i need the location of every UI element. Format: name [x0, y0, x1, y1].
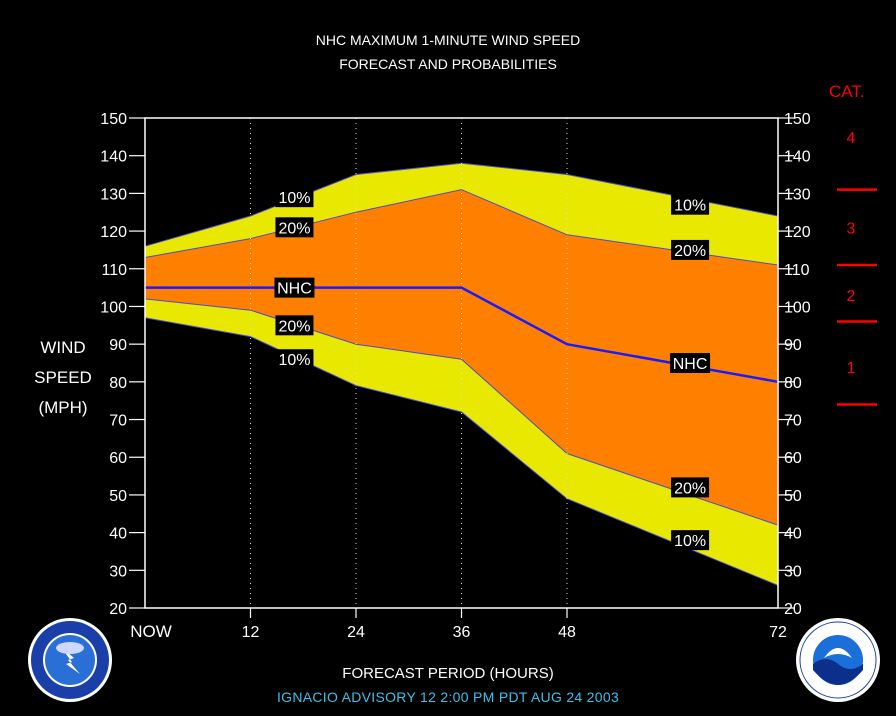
left-tick-label-110: 110: [101, 262, 127, 279]
y-axis-label-line2: SPEED: [34, 368, 92, 387]
x-axis-label: FORECAST PERIOD (HOURS): [342, 665, 554, 682]
annotation-box-3: [275, 315, 314, 336]
left-tick-label-70: 70: [109, 413, 127, 430]
annotation-box-9: [671, 530, 710, 551]
inner-probability-band: [145, 189, 778, 526]
annotation-box-4: [275, 349, 314, 370]
annotation-label-1: 20%: [278, 220, 310, 237]
right-tick-label-130: 130: [784, 186, 811, 203]
annotation-box-8: [671, 477, 710, 498]
annotation-label-6: 20%: [674, 243, 706, 260]
left-tick-label-150: 150: [100, 111, 127, 128]
x-tick-label-NOW: NOW: [130, 622, 172, 641]
left-tick-label-90: 90: [109, 337, 127, 354]
x-tick-label-36: 36: [453, 624, 471, 641]
right-tick-label-30: 30: [784, 563, 802, 580]
category-header: CAT.: [829, 82, 865, 101]
annotation-box-2: [274, 277, 315, 298]
left-tick-label-140: 140: [100, 149, 127, 166]
annotation-label-4: 10%: [278, 352, 310, 369]
left-tick-label-60: 60: [109, 450, 127, 467]
annotation-label-3: 20%: [278, 318, 310, 335]
nws-logo-icon: [28, 618, 112, 702]
category-label-4: 4: [847, 130, 856, 147]
x-tick-label-72: 72: [769, 624, 787, 641]
left-tick-label-30: 30: [109, 563, 127, 580]
x-tick-label-48: 48: [558, 624, 576, 641]
left-tick-label-50: 50: [109, 488, 127, 505]
chart-title-line2: FORECAST AND PROBABILITIES: [339, 56, 557, 72]
annotation-box-7: [670, 353, 711, 373]
category-label-1: 1: [847, 360, 856, 377]
category-label-2: 2: [847, 288, 856, 305]
annotation-box-5: [671, 194, 710, 215]
right-tick-label-40: 40: [784, 526, 802, 543]
lower-10pct-line: [144, 317, 779, 586]
right-tick-label-20: 20: [784, 601, 802, 618]
right-tick-label-90: 90: [784, 337, 802, 354]
advisory-text: IGNACIO ADVISORY 12 2:00 PM PDT AUG 24 2…: [276, 689, 620, 705]
y-axis-label-line1: WIND: [40, 338, 86, 357]
annotation-box-1: [275, 217, 314, 238]
upper-20pct-line: [144, 189, 779, 266]
annotation-label-9: 10%: [674, 533, 706, 550]
noaa-logo-icon: [796, 618, 880, 702]
nhc-forecast-line: [145, 286, 779, 384]
annotation-label-8: 20%: [674, 480, 706, 497]
y-axis-label-line3: (MPH): [38, 398, 88, 417]
annotation-box-0: [275, 187, 314, 208]
lower-20pct-line: [144, 298, 779, 526]
right-tick-label-120: 120: [784, 224, 811, 241]
left-tick-label-100: 100: [100, 299, 127, 316]
right-tick-label-50: 50: [784, 488, 802, 505]
category-label-3: 3: [847, 220, 856, 237]
left-tick-label-120: 120: [100, 224, 127, 241]
annotation-label-7: NHC: [673, 356, 708, 373]
right-tick-label-80: 80: [784, 375, 802, 392]
x-tick-label-24: 24: [347, 624, 365, 641]
right-tick-label-140: 140: [784, 149, 811, 166]
right-tick-label-60: 60: [784, 450, 802, 467]
left-tick-label-40: 40: [109, 526, 127, 543]
x-tick-label-12: 12: [242, 624, 260, 641]
upper-10pct-line: [144, 162, 779, 247]
left-tick-label-130: 130: [100, 186, 127, 203]
annotation-label-0: 10%: [278, 190, 310, 207]
annotation-label-2: NHC: [277, 281, 312, 298]
right-tick-label-70: 70: [784, 413, 802, 430]
right-tick-label-110: 110: [784, 262, 810, 279]
left-tick-label-20: 20: [109, 601, 127, 618]
left-tick-label-80: 80: [109, 375, 127, 392]
right-tick-label-100: 100: [784, 299, 811, 316]
right-tick-label-150: 150: [784, 111, 811, 128]
annotation-box-6: [671, 239, 710, 260]
annotation-label-5: 10%: [674, 198, 706, 215]
chart-title-line1: NHC MAXIMUM 1-MINUTE WIND SPEED: [315, 32, 581, 48]
y-axis-label: WIND SPEED (MPH): [18, 333, 108, 423]
